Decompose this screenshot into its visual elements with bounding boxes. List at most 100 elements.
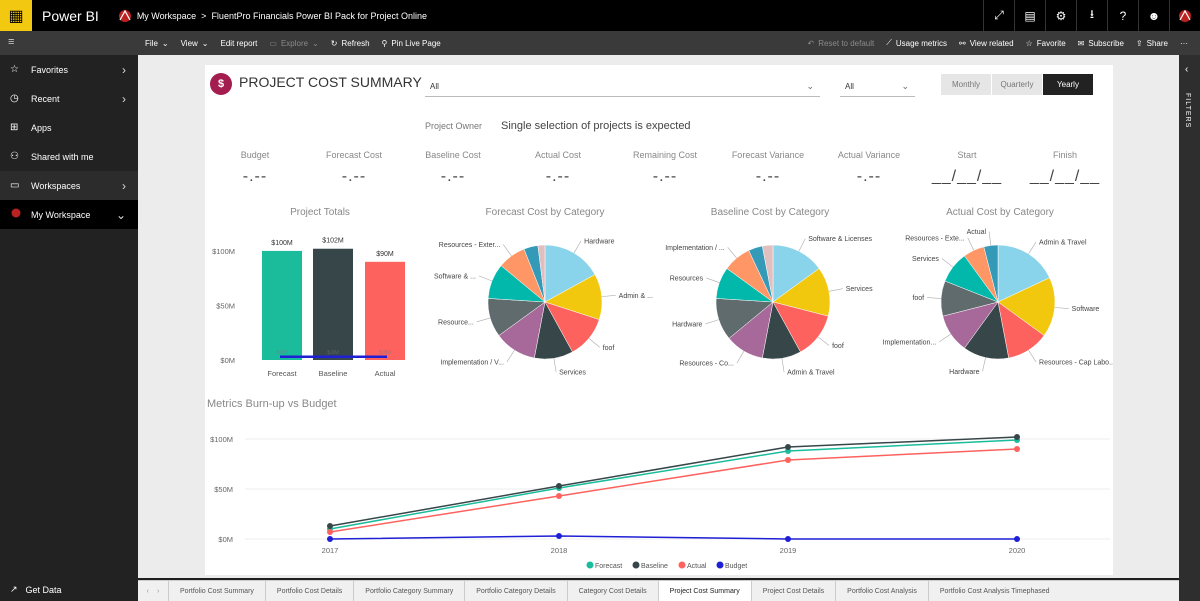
star-icon: ☆ (1025, 38, 1033, 48)
pie-leader-line (1028, 241, 1037, 255)
tab-project-cost-details[interactable]: Project Cost Details (750, 580, 835, 601)
line-series-forecast (329, 439, 1018, 530)
bar-y-tick: $100M (212, 247, 235, 256)
pie-slice-label: Hardware (949, 369, 979, 376)
sidebar-item-my-workspace[interactable]: My Workspace ⌄ (0, 200, 138, 229)
pie-leader-line (601, 295, 616, 297)
tab-scroll-buttons[interactable]: ‹ › (138, 588, 168, 595)
breadcrumb: My Workspace > FluentPro Financials Powe… (137, 11, 427, 21)
chevron-right-icon[interactable]: › (157, 587, 160, 595)
usage-metrics-button[interactable]: ⟋ Usage metrics (886, 38, 947, 48)
arrow-up-right-icon: ↗ (10, 584, 18, 594)
file-menu[interactable]: File ⌄ (145, 38, 169, 48)
chevron-down-icon: ⌄ (312, 38, 319, 48)
filters-pane[interactable]: ‹ FILTERS (1179, 55, 1200, 601)
pie-slice-label: Resource... (438, 319, 474, 326)
pin-live-page-button[interactable]: ⚲ Pin Live Page (381, 38, 441, 48)
chevron-left-icon[interactable]: ‹ (1185, 64, 1189, 75)
project-slicer[interactable]: All ⌄ (425, 77, 820, 97)
line-series-baseline (329, 436, 1018, 527)
get-data-button[interactable]: ↗ Get Data (10, 584, 62, 595)
line-point-actual (556, 493, 562, 499)
pie-slice-label: Implementation / V... (440, 359, 504, 366)
reset-to-default-button[interactable]: ↶ Reset to default (807, 38, 875, 48)
chevron-left-icon[interactable]: ‹ (146, 587, 149, 595)
tab-portfolio-cost-summary[interactable]: Portfolio Cost Summary (168, 580, 265, 601)
kpi-actual-value: -.-- (545, 168, 571, 185)
legend-marker-baseline (632, 561, 640, 569)
hamburger-icon[interactable]: ≡ (8, 36, 15, 48)
line-point-budget (785, 536, 791, 542)
kpi-actual-variance-value: -.-- (856, 168, 882, 185)
app-name[interactable]: Power BI (42, 7, 99, 24)
owner-slicer[interactable]: All ⌄ (840, 77, 915, 97)
chevron-right-icon: › (122, 178, 126, 193)
subscribe-button[interactable]: ✉ Subscribe (1077, 38, 1124, 48)
pie-leader-line (476, 317, 491, 323)
pie-leader-line (982, 357, 986, 372)
tab-portfolio-cost-analysis-timephased[interactable]: Portfolio Cost Analysis Timephased (927, 580, 1061, 601)
top-bar: ▦ Power BI My Workspace > FluentPro Fina… (0, 0, 1200, 31)
line-point-baseline (785, 444, 791, 450)
edit-report-button[interactable]: Edit report (220, 38, 258, 48)
pie-leader-line (503, 244, 512, 257)
view-related-button[interactable]: ⚯ View related (958, 38, 1014, 48)
pie-slice-label: Software (1072, 306, 1100, 313)
download-icon[interactable]: ⭳ (1076, 0, 1107, 31)
tab-portfolio-cost-analysis[interactable]: Portfolio Cost Analysis (835, 580, 928, 601)
breadcrumb-separator: > (201, 10, 207, 21)
feedback-icon[interactable]: ▤ (1014, 0, 1045, 31)
tab-portfolio-category-details[interactable]: Portfolio Category Details (464, 580, 566, 601)
bar-actual (365, 261, 405, 360)
pie-slice (762, 244, 774, 303)
line-point-baseline (327, 523, 333, 529)
owner-label: Project Owner (425, 121, 483, 131)
explore-icon: ▭ (269, 38, 277, 48)
workspaces-icon: ▭ (10, 180, 20, 191)
expand-icon[interactable]: ⤢ (983, 0, 1014, 31)
sidebar-item-apps[interactable]: ⊞ Apps (10, 122, 52, 133)
tab-quarterly[interactable]: Quarterly (992, 74, 1042, 95)
bar-category-label: Baseline (319, 369, 348, 378)
tab-project-cost-summary[interactable]: Project Cost Summary (657, 580, 751, 601)
pie-slice-label: Software & ... (434, 273, 476, 280)
help-icon[interactable]: ? (1107, 0, 1138, 31)
sidebar-item-workspaces[interactable]: ▭ Workspaces › (0, 171, 138, 200)
sidebar-item-favorites[interactable]: ☆ Favorites › (10, 62, 126, 77)
pie-slice-label: Actual (967, 229, 987, 236)
pie-slice-label: Admin & ... (619, 293, 653, 300)
bar-inner-label: $3M (327, 350, 339, 356)
bar-inner-label: $0M (276, 350, 288, 356)
app-launcher-icon[interactable]: ▦ (0, 0, 32, 31)
smiley-icon[interactable]: ☻ (1138, 0, 1169, 31)
more-options-button[interactable]: ··· (1180, 38, 1188, 48)
pie-leader-line (588, 338, 600, 348)
chevron-down-icon: ⌄ (115, 207, 126, 222)
gear-icon[interactable]: ⚙ (1045, 0, 1076, 31)
favorite-button[interactable]: ☆ Favorite (1025, 38, 1066, 48)
line-point-budget (327, 536, 333, 542)
tab-portfolio-category-summary[interactable]: Portfolio Category Summary (353, 580, 464, 601)
sidebar-item-recent[interactable]: ◷ Recent › (10, 91, 126, 106)
share-button[interactable]: ⇪ Share (1135, 38, 1168, 48)
tab-category-cost-details[interactable]: Category Cost Details (566, 580, 658, 601)
pie-leader-line (941, 258, 954, 268)
bar-forecast (262, 250, 302, 360)
user-avatar[interactable] (1169, 0, 1200, 31)
line-x-tick: 2018 (551, 546, 568, 555)
line-point-budget (1014, 536, 1020, 542)
explore-menu[interactable]: ▭ Explore ⌄ (269, 38, 319, 48)
line-point-actual (1014, 446, 1020, 452)
chart-icon: ⟋ (886, 38, 892, 47)
sidebar-item-shared[interactable]: ⚇ Shared with me (10, 151, 94, 162)
bar-baseline (313, 248, 353, 360)
view-menu[interactable]: View ⌄ (180, 38, 209, 48)
refresh-button[interactable]: ↻ Refresh (330, 38, 370, 48)
tab-monthly[interactable]: Monthly (941, 74, 991, 95)
tab-portfolio-cost-details[interactable]: Portfolio Cost Details (264, 580, 353, 601)
tab-yearly[interactable]: Yearly (1043, 74, 1093, 95)
kpi-baseline-value: -.-- (440, 168, 466, 185)
pie-slice-label: Services (912, 256, 939, 263)
chevron-down-icon: ⌄ (201, 38, 209, 48)
breadcrumb-workspace[interactable]: My Workspace (136, 10, 197, 21)
